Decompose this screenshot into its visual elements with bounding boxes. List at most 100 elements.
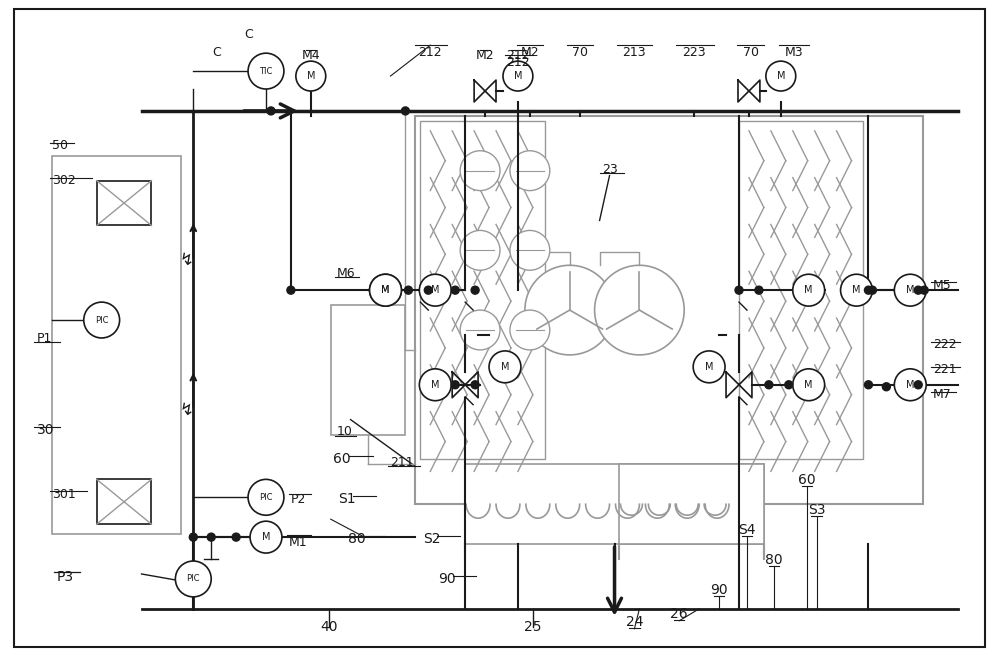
Bar: [420, 121, 545, 459]
Circle shape: [370, 275, 401, 306]
Text: 10: 10: [337, 424, 353, 438]
Circle shape: [503, 61, 533, 91]
Text: 213: 213: [623, 46, 646, 59]
Text: 211: 211: [390, 457, 414, 469]
Text: M: M: [381, 285, 390, 295]
Circle shape: [232, 533, 240, 541]
Circle shape: [868, 286, 876, 294]
Text: M: M: [501, 362, 509, 372]
Text: TIC: TIC: [259, 67, 273, 76]
Text: 222: 222: [933, 339, 957, 351]
Circle shape: [287, 286, 295, 294]
Text: M: M: [262, 532, 270, 542]
Text: 80: 80: [765, 553, 783, 567]
Circle shape: [424, 286, 432, 294]
Text: P1: P1: [37, 332, 52, 345]
Text: M: M: [804, 285, 813, 295]
Text: M: M: [514, 71, 522, 81]
Text: M: M: [906, 285, 915, 295]
Text: M1: M1: [289, 536, 308, 548]
Circle shape: [296, 61, 326, 91]
Text: P3: P3: [57, 570, 74, 584]
Text: M: M: [852, 285, 861, 295]
Circle shape: [460, 150, 500, 191]
Circle shape: [510, 150, 550, 191]
Text: 221: 221: [933, 364, 957, 376]
Bar: [465, 465, 764, 544]
Circle shape: [735, 286, 743, 294]
Circle shape: [370, 275, 401, 306]
Circle shape: [207, 533, 215, 541]
Text: M2: M2: [476, 50, 494, 62]
Circle shape: [920, 286, 928, 294]
Circle shape: [914, 381, 922, 389]
Text: S2: S2: [423, 532, 440, 546]
Circle shape: [404, 286, 412, 294]
Text: M: M: [307, 71, 315, 81]
Circle shape: [401, 107, 409, 115]
Circle shape: [864, 286, 872, 294]
Circle shape: [510, 230, 550, 270]
Circle shape: [841, 275, 872, 306]
Text: 40: 40: [320, 620, 337, 634]
Text: M: M: [906, 379, 915, 390]
Circle shape: [793, 275, 825, 306]
Circle shape: [894, 275, 926, 306]
Text: 90: 90: [439, 572, 456, 586]
Text: S4: S4: [738, 523, 756, 537]
Text: S3: S3: [808, 503, 825, 517]
Text: 223: 223: [682, 46, 706, 59]
Circle shape: [766, 61, 796, 91]
Text: 25: 25: [524, 620, 542, 634]
Circle shape: [267, 107, 275, 115]
Circle shape: [755, 286, 763, 294]
Text: 50: 50: [52, 139, 68, 152]
Text: M: M: [431, 379, 440, 390]
Text: 24: 24: [626, 614, 643, 629]
Text: M: M: [381, 285, 390, 295]
Text: M4: M4: [301, 50, 320, 62]
Circle shape: [785, 381, 793, 389]
Circle shape: [882, 383, 890, 391]
Circle shape: [460, 310, 500, 350]
Text: P2: P2: [291, 493, 306, 506]
Text: M: M: [804, 379, 813, 390]
Circle shape: [471, 381, 479, 389]
Text: 60: 60: [333, 453, 351, 467]
Text: C: C: [212, 46, 221, 59]
Circle shape: [525, 265, 615, 355]
Bar: [97, 479, 151, 524]
Text: 212: 212: [506, 50, 530, 62]
Text: 212: 212: [506, 56, 530, 69]
Circle shape: [84, 302, 120, 338]
Bar: [619, 465, 764, 544]
Circle shape: [250, 521, 282, 553]
Text: PIC: PIC: [259, 493, 273, 502]
Text: 30: 30: [37, 422, 54, 436]
Text: S1: S1: [338, 492, 356, 506]
Text: 302: 302: [52, 174, 76, 187]
Text: M3: M3: [784, 46, 803, 59]
Text: 212: 212: [418, 46, 442, 59]
Text: 80: 80: [348, 532, 366, 546]
Text: M7: M7: [933, 388, 952, 401]
Circle shape: [595, 265, 684, 355]
Circle shape: [693, 351, 725, 383]
Text: 70: 70: [743, 46, 759, 59]
Circle shape: [864, 381, 872, 389]
Bar: [739, 121, 863, 459]
Text: 23: 23: [602, 162, 617, 176]
Circle shape: [419, 369, 451, 401]
Circle shape: [894, 369, 926, 401]
Circle shape: [489, 351, 521, 383]
Bar: [415, 116, 923, 504]
Text: M: M: [705, 362, 713, 372]
Text: M2: M2: [521, 46, 539, 59]
Circle shape: [451, 381, 459, 389]
Text: 70: 70: [572, 46, 588, 59]
Circle shape: [510, 310, 550, 350]
Text: 26: 26: [670, 607, 688, 621]
Bar: [97, 181, 151, 226]
Circle shape: [765, 381, 773, 389]
Circle shape: [471, 286, 479, 294]
